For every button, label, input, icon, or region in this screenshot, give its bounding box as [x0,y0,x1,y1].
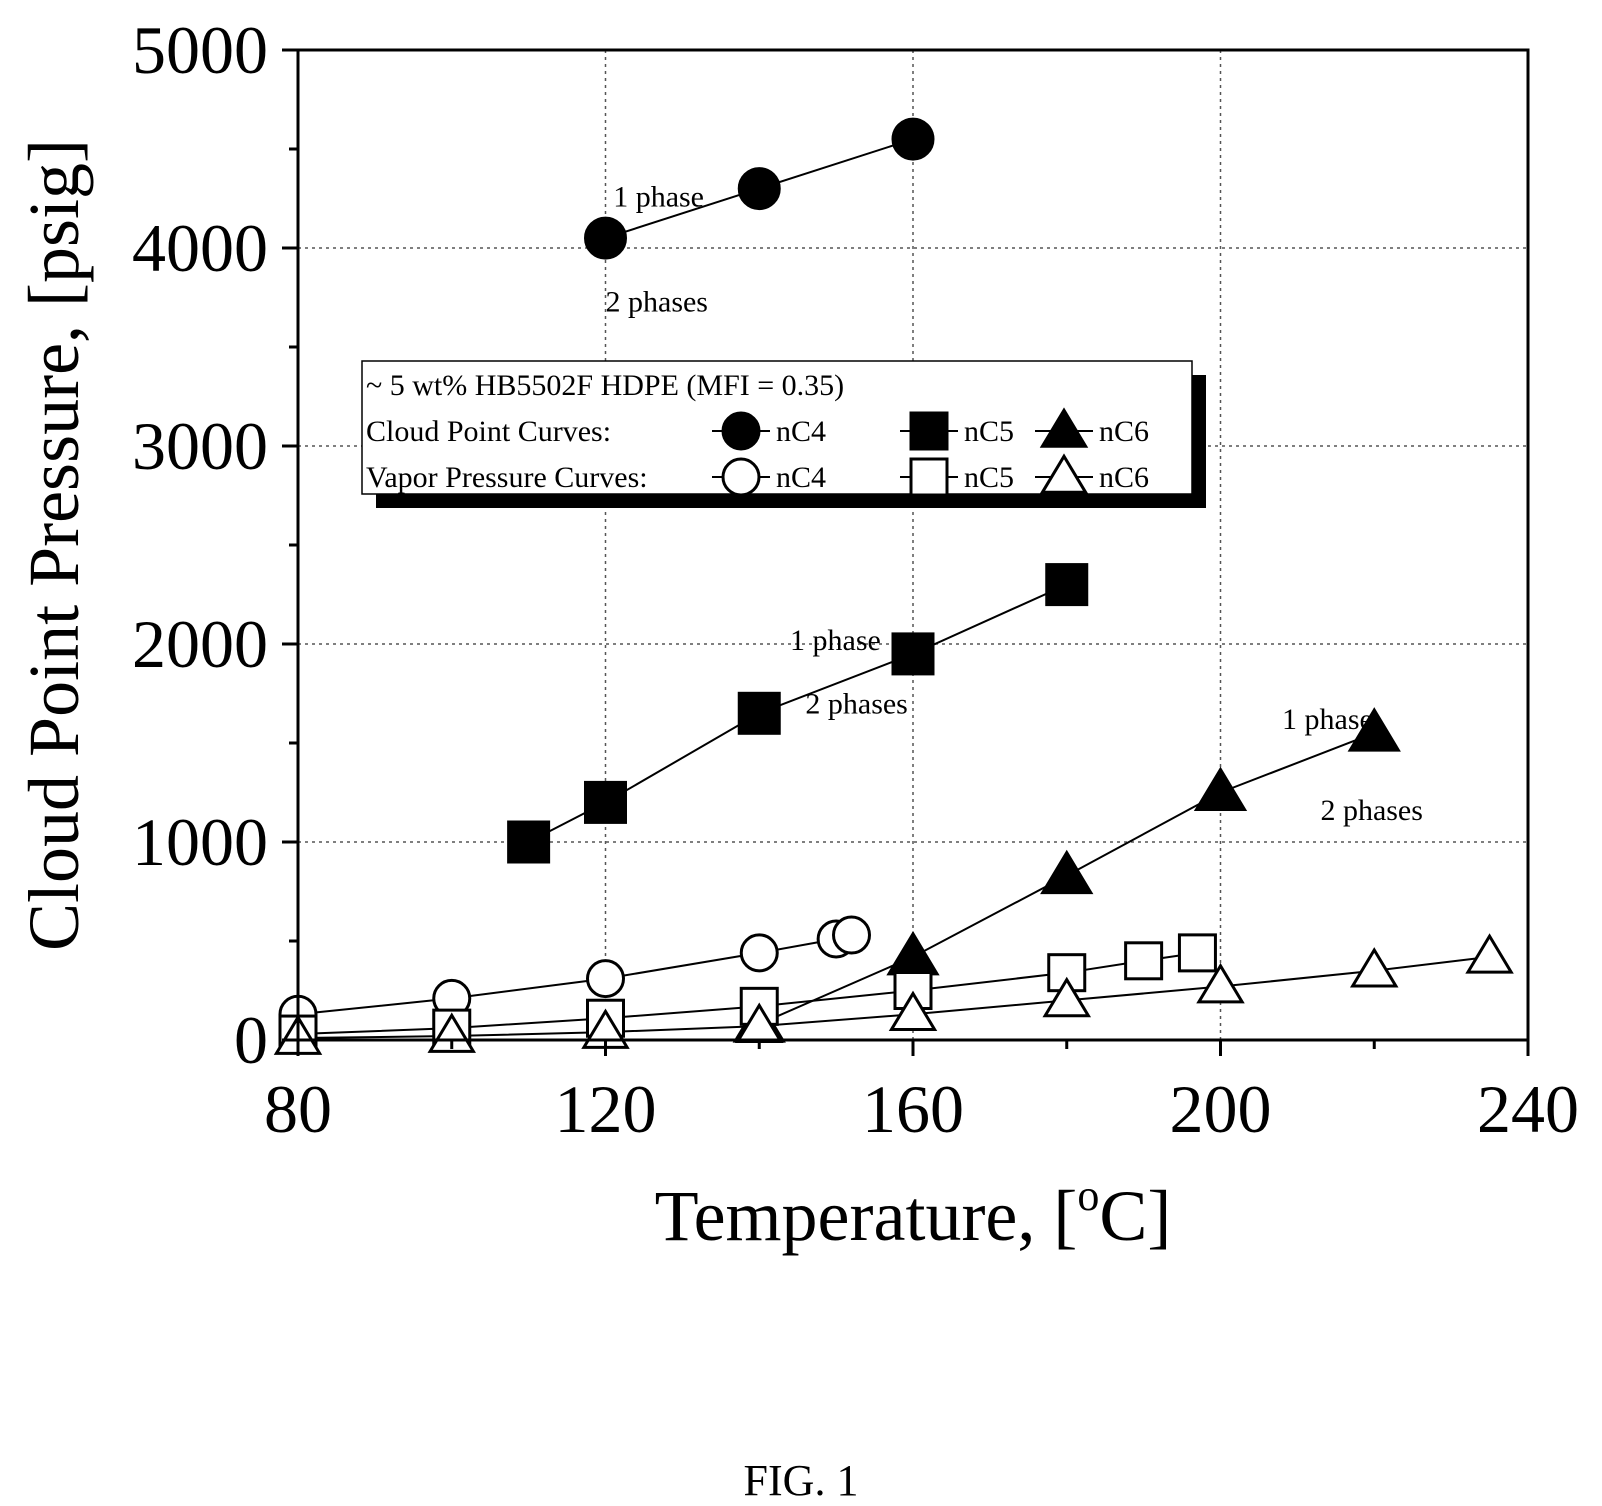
legend-row-label: Vapor Pressure Curves: [366,461,648,494]
vapor-pressure-nc6-point [427,1012,476,1053]
phase-annotation: 1 phase [1282,703,1373,736]
legend-marker-circle [721,411,761,451]
y-tick-label: 0 [234,1002,268,1078]
phase-annotation: 1 phase [613,180,704,213]
x-tick-label: 160 [862,1071,964,1147]
data-markers [273,117,1514,1055]
phase-annotation: 2 phases [805,687,907,720]
vapor-pressure-nc4-point [832,915,871,955]
legend-marker-triangle [1039,407,1089,448]
legend-marker-circle [721,457,761,497]
vapor-pressure-nc6-point [1196,962,1245,1004]
phase-annotation: 2 phases [1320,794,1422,827]
vapor-pressure-nc6-point [888,990,938,1032]
grid-lines [298,50,1528,1040]
legend-marker-triangle [1039,453,1089,494]
y-tick-label: 4000 [132,210,268,286]
cloud-point-nc6-point [1193,766,1248,811]
legend: ~ 5 wt% HB5502F HDPE (MFI = 0.35) Cloud P… [361,360,1206,508]
y-tick-label: 2000 [132,606,268,682]
cloud-point-nc6-point [1040,849,1094,895]
figure-caption: FIG. 1 [743,1456,859,1505]
cloud-point-nc4-point [737,167,781,211]
legend-marker-square [909,411,949,451]
cloud-point-nc5-point [584,780,627,824]
cloud-point-nc5-point [891,632,935,676]
vapor-pressure-nc6-point [1465,933,1514,974]
phase-annotations: 1 phase 2 phases 1 phase 2 phases 1 phase 2 p… [606,180,1423,827]
legend-entry-label: nC6 [1099,461,1149,494]
phase-annotation: 2 phases [606,285,708,318]
vapor-pressure-nc4-point [739,933,779,973]
x-tick-label: 80 [264,1071,332,1147]
y-tick-label: 5000 [132,12,268,88]
legend-title: ~ 5 wt% HB5502F HDPE (MFI = 0.35) [366,369,844,402]
vapor-pressure-nc6-point [1042,976,1091,1018]
vapor-pressure-nc5-point [1177,933,1217,973]
legend-marker-square [909,457,949,497]
cloud-point-nc5-point [1045,563,1089,607]
cloud-point-nc5-point [737,691,781,735]
legend-entry-label: nC4 [776,415,826,448]
cloud-point-nc4-point [584,216,627,260]
x-axis-label: Temperature, [oC] [655,1171,1172,1256]
vapor-pressure-nc4-point [586,959,625,999]
cloud-point-nc4-point [891,117,935,161]
y-tick-label: 3000 [132,408,268,484]
legend-entry-label: nC5 [964,415,1014,448]
series-lines [297,138,1490,1040]
vapor-pressure-nc6-point [1350,947,1399,988]
phase-annotation: 1 phase [790,624,881,657]
legend-row-label: Cloud Point Curves: [366,415,611,448]
vapor-pressure-nc5-point [1124,941,1164,981]
cloud-point-nc5-point [507,820,551,864]
y-axis-label: Cloud Point Pressure, [psig] [14,139,94,951]
legend-entry-label: nC5 [964,461,1014,494]
x-tick-label: 120 [555,1071,657,1147]
cloud-point-nc6-point [1347,707,1401,752]
cloud-point-nc6-point [886,930,940,976]
tick-labels: 80 120 160 200 240 0 1000 2000 3000 4000 5000 [132,12,1579,1147]
x-tick-label: 200 [1170,1071,1272,1147]
legend-entry-label: nC6 [1099,415,1149,448]
legend-entry-label: nC4 [776,461,826,494]
axis-ticks [282,48,1530,1056]
y-tick-label: 1000 [132,804,268,880]
x-tick-label: 240 [1477,1071,1579,1147]
